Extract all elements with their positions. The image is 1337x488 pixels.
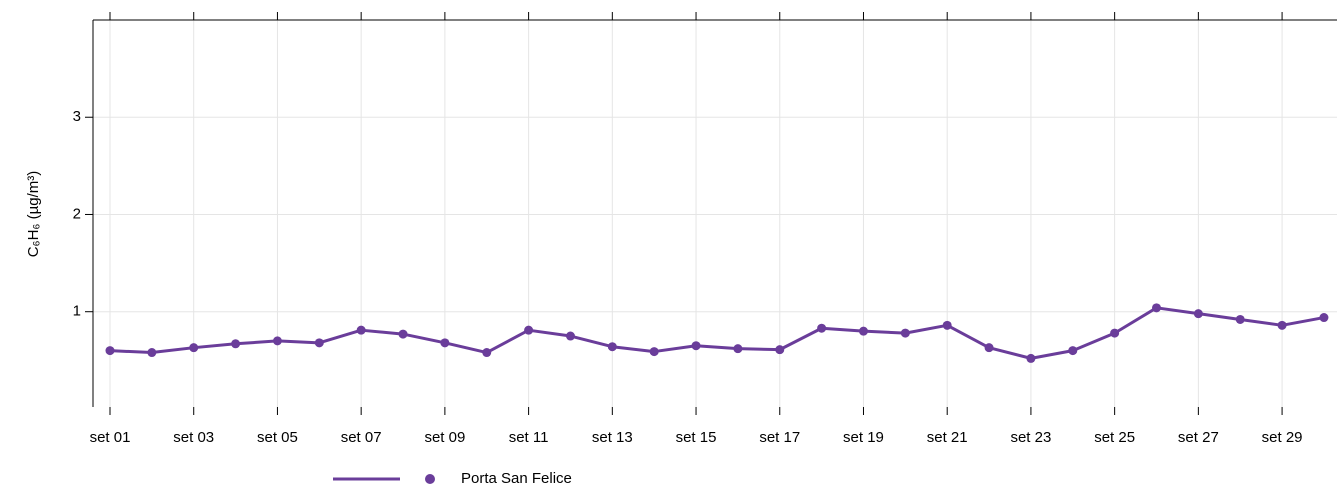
y-tick-label: 1	[73, 303, 81, 320]
data-point	[691, 341, 701, 351]
y-tick-label: 3	[73, 108, 81, 125]
data-point	[1152, 303, 1161, 313]
data-point	[775, 345, 785, 355]
data-point	[984, 343, 994, 353]
series-line	[109, 306, 1325, 360]
data-point	[817, 323, 827, 333]
x-tick-label: set 23	[1010, 429, 1051, 446]
data-point	[231, 339, 241, 349]
y-tick-label: 2	[73, 205, 81, 222]
data-point	[147, 348, 157, 358]
data-point	[649, 347, 659, 357]
data-point	[565, 331, 575, 341]
data-point	[272, 336, 282, 346]
data-point	[189, 343, 199, 353]
x-tick-label: set 29	[1262, 429, 1303, 446]
data-point	[356, 325, 366, 335]
data-point	[1193, 309, 1203, 319]
data-point	[105, 346, 115, 356]
data-point	[1026, 353, 1036, 363]
x-tick-label: set 21	[927, 429, 968, 446]
x-tick-label: set 13	[592, 429, 633, 446]
x-tick-label: set 19	[843, 429, 884, 446]
data-point	[1277, 320, 1287, 330]
x-tick-label: set 03	[173, 429, 214, 446]
data-point	[1068, 346, 1078, 356]
data-point	[440, 338, 450, 348]
data-point	[524, 325, 534, 335]
data-point	[942, 320, 952, 330]
data-point	[482, 348, 492, 358]
x-tick-label: set 25	[1094, 429, 1135, 446]
data-point	[733, 344, 743, 354]
data-point	[607, 342, 617, 352]
x-tick-label: set 01	[90, 429, 131, 446]
y-axis-label: C₆H₆ (µg/m³)	[25, 171, 42, 258]
x-tick-label: set 09	[424, 429, 465, 446]
legend-label: Porta San Felice	[461, 470, 572, 487]
data-point	[900, 328, 910, 338]
legend-marker	[425, 474, 435, 484]
x-tick-label: set 07	[341, 429, 382, 446]
x-tick-label: set 17	[759, 429, 800, 446]
x-tick-label: set 11	[509, 429, 549, 446]
x-tick-label: set 15	[676, 429, 717, 446]
data-point	[1110, 328, 1120, 338]
data-point	[314, 338, 324, 348]
x-tick-label: set 27	[1178, 429, 1219, 446]
data-point	[858, 326, 868, 336]
x-tick-label: set 05	[257, 429, 298, 446]
data-point	[398, 329, 408, 339]
data-point	[1235, 314, 1245, 324]
data-point	[1319, 313, 1329, 323]
